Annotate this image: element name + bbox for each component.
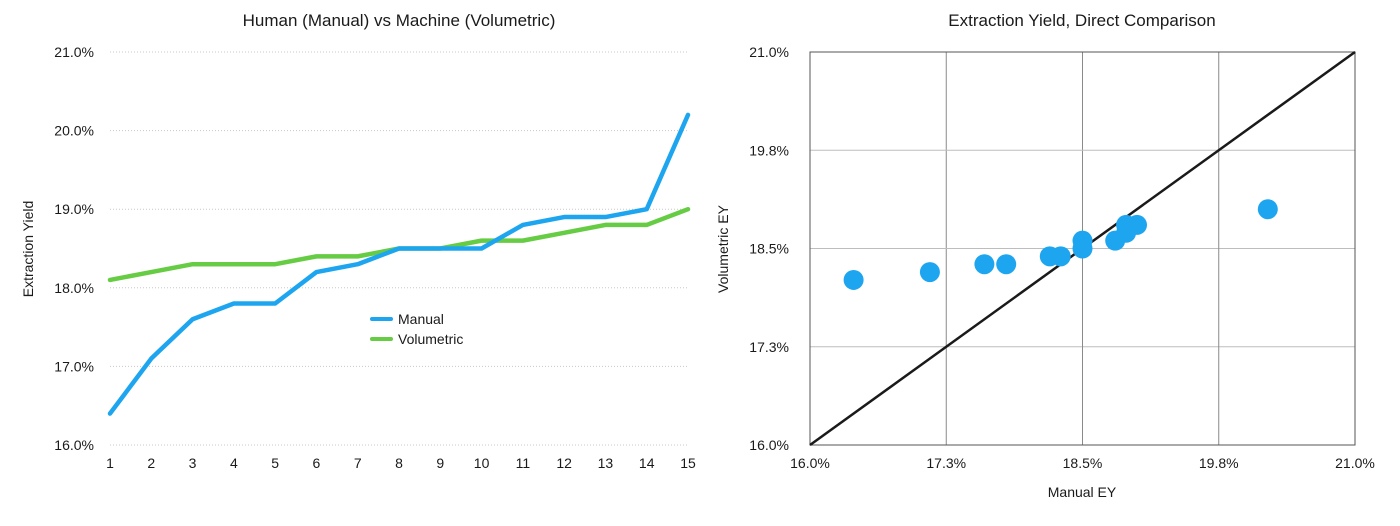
line-chart-y-tick-label: 16.0%	[54, 437, 94, 453]
line-chart-x-tick-label: 13	[598, 455, 614, 471]
line-chart-y-tick-label: 19.0%	[54, 201, 94, 217]
line-chart-y-tick-label: 17.0%	[54, 358, 94, 374]
legend-label-volumetric: Volumetric	[398, 331, 463, 347]
line-chart-x-tick-label: 5	[271, 455, 279, 471]
line-chart-x-tick-label: 11	[516, 455, 531, 471]
scatter-chart-y-tick-label: 21.0%	[749, 44, 789, 60]
line-chart-y-tick-label: 18.0%	[54, 280, 94, 296]
scatter-chart-x-tick-label: 18.5%	[1063, 455, 1103, 471]
scatter-chart-y-tick-label: 16.0%	[749, 437, 789, 453]
line-chart-x-tick-label: 15	[680, 455, 696, 471]
scatter-chart-y-ticks: 16.0% 17.3% 18.5% 19.8% 21.0%	[749, 44, 789, 453]
line-chart-y-tick-label: 20.0%	[54, 123, 94, 139]
line-chart-title: Human (Manual) vs Machine (Volumetric)	[243, 11, 556, 30]
scatter-chart-gridlines	[810, 52, 1355, 445]
line-series-volumetric	[107, 206, 691, 283]
scatter-chart-x-tick-label: 19.8%	[1199, 455, 1239, 471]
scatter-point	[843, 269, 864, 290]
line-chart-x-tick-label: 12	[556, 455, 572, 471]
line-chart-y-ticks: 16.0% 17.0% 18.0% 19.0% 20.0% 21.0%	[54, 44, 94, 453]
scatter-point	[1072, 230, 1093, 251]
line-chart-x-tick-label: 3	[189, 455, 197, 471]
line-chart-legend: Manual Volumetric	[370, 311, 463, 347]
scatter-point	[996, 254, 1017, 275]
line-chart-x-ticks: 1 2 3 4 5 6 7 8 9 10 11 12 13 14 15	[106, 455, 696, 471]
scatter-chart-x-tick-label: 17.3%	[926, 455, 966, 471]
line-chart-y-tick-label: 21.0%	[54, 44, 94, 60]
scatter-point	[1257, 199, 1278, 220]
legend-label-manual: Manual	[398, 311, 444, 327]
line-chart-x-tick-label: 9	[436, 455, 444, 471]
line-chart: Human (Manual) vs Machine (Volumetric) 1…	[20, 11, 696, 471]
line-chart-x-tick-label: 14	[639, 455, 655, 471]
scatter-chart-x-tick-label: 21.0%	[1335, 455, 1375, 471]
line-chart-x-tick-label: 8	[395, 455, 403, 471]
line-chart-x-tick-label: 2	[147, 455, 155, 471]
scatter-chart-x-ticks: 16.0% 17.3% 18.5% 19.8% 21.0%	[790, 455, 1375, 471]
line-chart-x-tick-label: 10	[474, 455, 490, 471]
line-chart-x-tick-label: 6	[313, 455, 321, 471]
line-chart-x-tick-label: 1	[106, 455, 114, 471]
line-chart-x-tick-label: 7	[354, 455, 362, 471]
scatter-chart: Extraction Yield, Direct Comparison 16.0…	[715, 11, 1375, 500]
scatter-chart-y-tick-label: 19.8%	[749, 142, 789, 158]
line-chart-series	[107, 112, 691, 416]
scatter-chart-x-axis-label: Manual EY	[1048, 484, 1117, 500]
line-series-manual	[107, 112, 691, 416]
scatter-point	[1050, 246, 1071, 267]
line-chart-x-tick-label: 4	[230, 455, 238, 471]
scatter-chart-y-tick-label: 18.5%	[749, 241, 789, 257]
line-chart-gridlines	[110, 51, 688, 446]
scatter-chart-points	[843, 199, 1278, 290]
scatter-chart-frame	[809, 51, 1356, 446]
scatter-chart-y-tick-label: 17.3%	[749, 339, 789, 355]
scatter-chart-y-axis-label: Volumetric EY	[715, 204, 731, 293]
scatter-point	[974, 254, 995, 275]
scatter-point	[919, 262, 940, 283]
line-chart-y-axis-label: Extraction Yield	[20, 201, 36, 298]
scatter-chart-title: Extraction Yield, Direct Comparison	[948, 11, 1215, 30]
scatter-chart-x-tick-label: 16.0%	[790, 455, 830, 471]
scatter-point	[1127, 214, 1147, 235]
